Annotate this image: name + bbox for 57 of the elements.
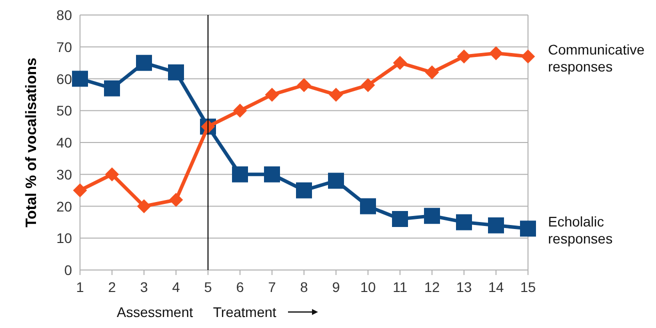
point (489, 46, 503, 60)
y-tick-label: 40 (56, 134, 72, 150)
y-tick-label: 70 (56, 38, 72, 55)
point (233, 104, 247, 118)
x-tick-label: 4 (172, 279, 180, 295)
point (296, 182, 312, 198)
y-tick-label: 60 (56, 70, 72, 87)
y-tick-label: 30 (56, 166, 72, 182)
point (393, 56, 407, 70)
x-tick-label: 13 (456, 279, 472, 295)
point (361, 78, 375, 92)
y-tick-label: 80 (56, 7, 72, 23)
point (392, 211, 408, 227)
point (136, 54, 152, 71)
x-tick-label: 8 (300, 279, 308, 295)
x-tick-label: 6 (236, 279, 244, 295)
point (169, 192, 183, 207)
x-tick-label: 15 (520, 279, 536, 295)
point (265, 88, 279, 102)
x-tick-label: 12 (424, 279, 440, 295)
x-tick-label: 1 (76, 279, 84, 295)
x-tick-label: 3 (140, 279, 148, 295)
x-tick-label: 10 (360, 279, 376, 295)
point (105, 167, 119, 182)
y-tick-label: 20 (56, 198, 72, 214)
text: Assessment (116, 304, 194, 320)
y-tick-label: 50 (56, 102, 72, 119)
x-tick-label: 9 (332, 279, 340, 295)
point (521, 49, 535, 64)
x-tick-label: 14 (488, 279, 504, 295)
y-tick-label: 10 (56, 230, 72, 246)
point (232, 166, 248, 182)
point (328, 172, 344, 189)
point (360, 198, 376, 214)
point (297, 78, 311, 92)
point (457, 49, 471, 64)
point (104, 80, 120, 96)
point (72, 70, 88, 87)
point (73, 183, 87, 198)
point (520, 220, 536, 237)
point (168, 64, 184, 80)
point (329, 88, 343, 102)
series-label: Echolalic responses (548, 214, 613, 247)
point (424, 208, 440, 224)
text: Treatment (213, 304, 276, 320)
x-tick-label: 2 (108, 279, 116, 295)
y-tick-label: 0 (64, 262, 72, 278)
point (456, 214, 472, 230)
point (264, 166, 280, 182)
x-tick-label: 7 (268, 279, 276, 295)
x-tick-label: 5 (204, 279, 212, 295)
y-axis-title: Total % of vocalisations (23, 58, 40, 228)
x-tick-label: 11 (392, 279, 408, 295)
series-label: Communicative responses (548, 41, 645, 74)
point (488, 217, 504, 234)
point (137, 199, 151, 214)
point (425, 65, 439, 80)
